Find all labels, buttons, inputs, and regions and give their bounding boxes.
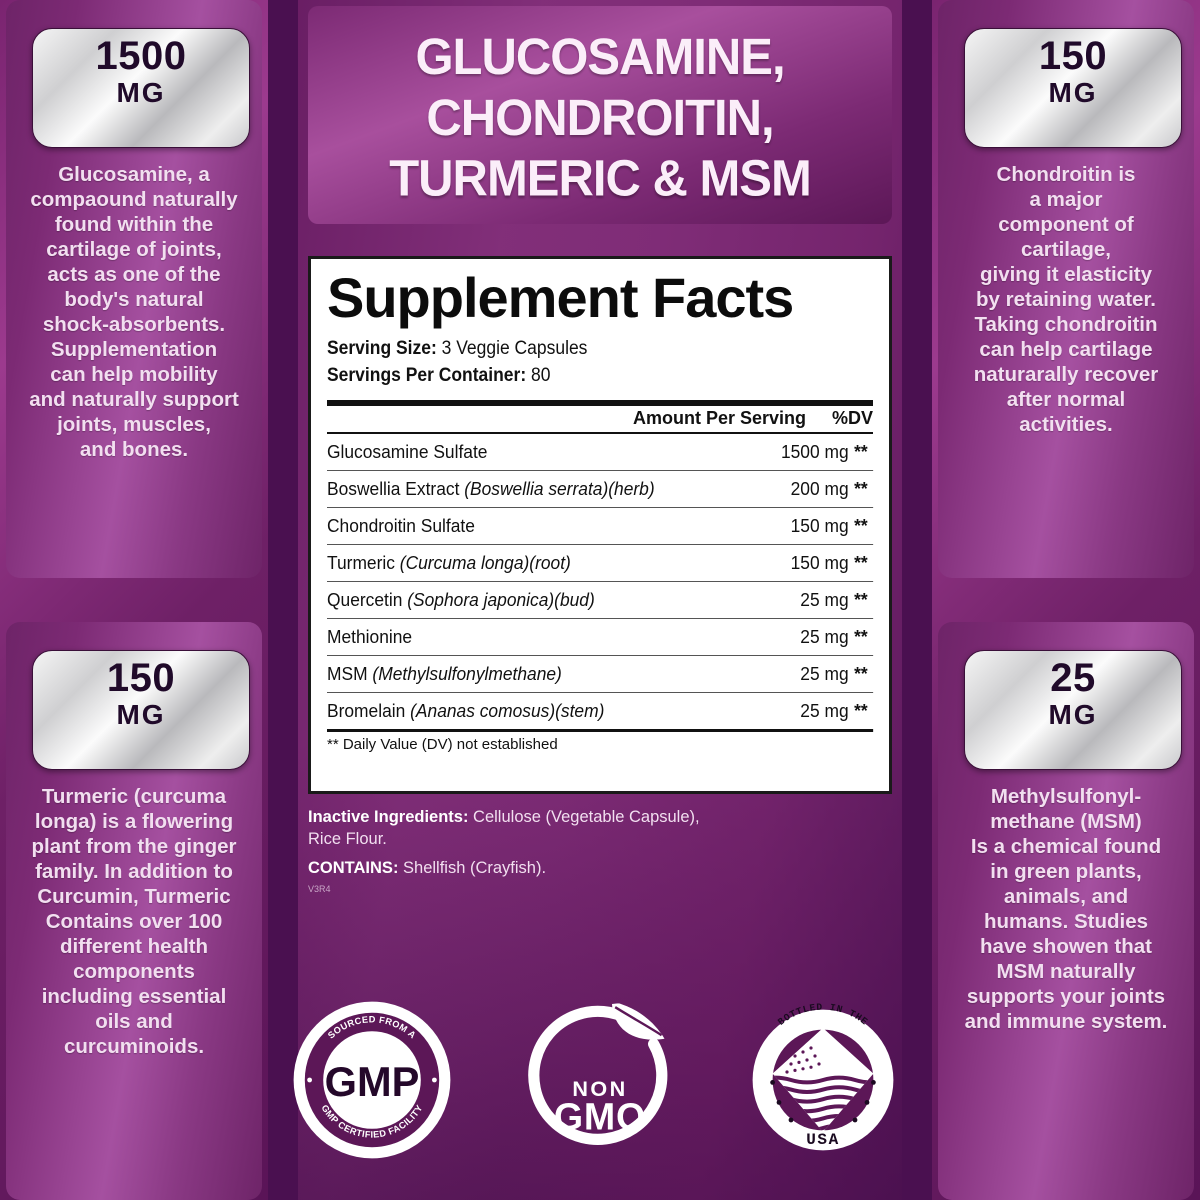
svg-text:USA: USA bbox=[806, 1131, 840, 1149]
svg-text:GMO: GMO bbox=[554, 1096, 646, 1138]
svg-text:GMP: GMP bbox=[325, 1058, 420, 1105]
